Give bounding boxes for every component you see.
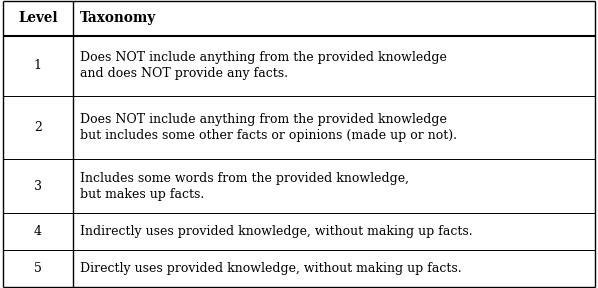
Text: 3: 3 <box>34 180 42 193</box>
Text: Includes some words from the provided knowledge,
but makes up facts.: Includes some words from the provided kn… <box>80 172 409 201</box>
Text: 1: 1 <box>34 59 42 72</box>
Text: Indirectly uses provided knowledge, without making up facts.: Indirectly uses provided knowledge, with… <box>80 225 472 238</box>
Text: 5: 5 <box>34 262 42 275</box>
Text: 2: 2 <box>34 121 42 134</box>
Text: Does NOT include anything from the provided knowledge
but includes some other fa: Does NOT include anything from the provi… <box>80 113 457 142</box>
Text: Taxonomy: Taxonomy <box>80 12 156 25</box>
Text: Level: Level <box>18 12 58 25</box>
Text: 4: 4 <box>34 225 42 238</box>
Text: Directly uses provided knowledge, without making up facts.: Directly uses provided knowledge, withou… <box>80 262 462 275</box>
Text: Does NOT include anything from the provided knowledge
and does NOT provide any f: Does NOT include anything from the provi… <box>80 51 447 80</box>
